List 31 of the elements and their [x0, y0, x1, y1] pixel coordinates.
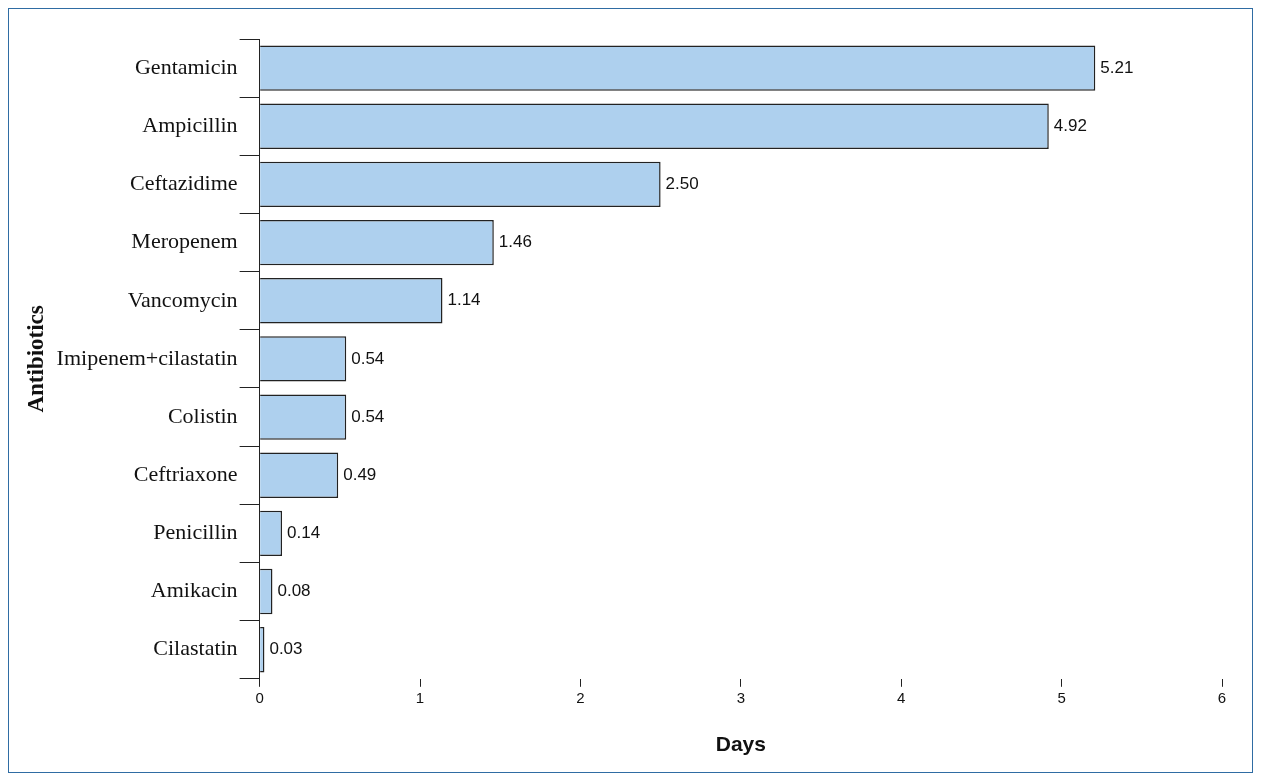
- y-tick-label: Gentamicin: [134, 53, 238, 79]
- data-label: 0.14: [287, 523, 321, 543]
- data-label: 0.54: [351, 348, 385, 368]
- data-label: 1.14: [447, 290, 481, 310]
- data-label: 0.03: [269, 639, 303, 659]
- x-axis-title: Days: [715, 732, 766, 756]
- data-label: 2.50: [665, 174, 699, 194]
- y-tick-label: Colistin: [167, 402, 238, 428]
- data-label: 0.54: [351, 406, 385, 426]
- x-tick-label: 5: [1057, 688, 1066, 706]
- x-tick-label: 2: [576, 688, 585, 706]
- x-tick-label: 3: [736, 688, 745, 706]
- x-tick-label: 0: [255, 688, 264, 706]
- y-tick-label: Penicillin: [153, 519, 238, 545]
- y-tick-label: Ceftazidime: [130, 170, 238, 196]
- y-axis-title: Antibiotics: [22, 305, 48, 413]
- x-tick-label: 4: [897, 688, 906, 706]
- data-label: 0.49: [343, 464, 377, 484]
- y-tick-label: Amikacin: [150, 577, 238, 603]
- y-tick-label: Imipenem+cilastatin: [56, 344, 238, 370]
- data-label: 4.92: [1053, 115, 1087, 135]
- y-tick-label: Vancomycin: [127, 286, 238, 312]
- y-tick-label: Ceftriaxone: [133, 461, 238, 487]
- data-label: 5.21: [1100, 57, 1134, 77]
- x-tick-label: 6: [1217, 688, 1227, 706]
- y-tick-label: Meropenem: [131, 228, 238, 254]
- y-tick-label: Cilastatin: [153, 635, 238, 661]
- y-tick-label: Ampicillin: [142, 112, 238, 138]
- data-label: 1.46: [498, 232, 532, 252]
- data-label: 0.08: [277, 581, 311, 601]
- x-tick-label: 1: [415, 688, 425, 706]
